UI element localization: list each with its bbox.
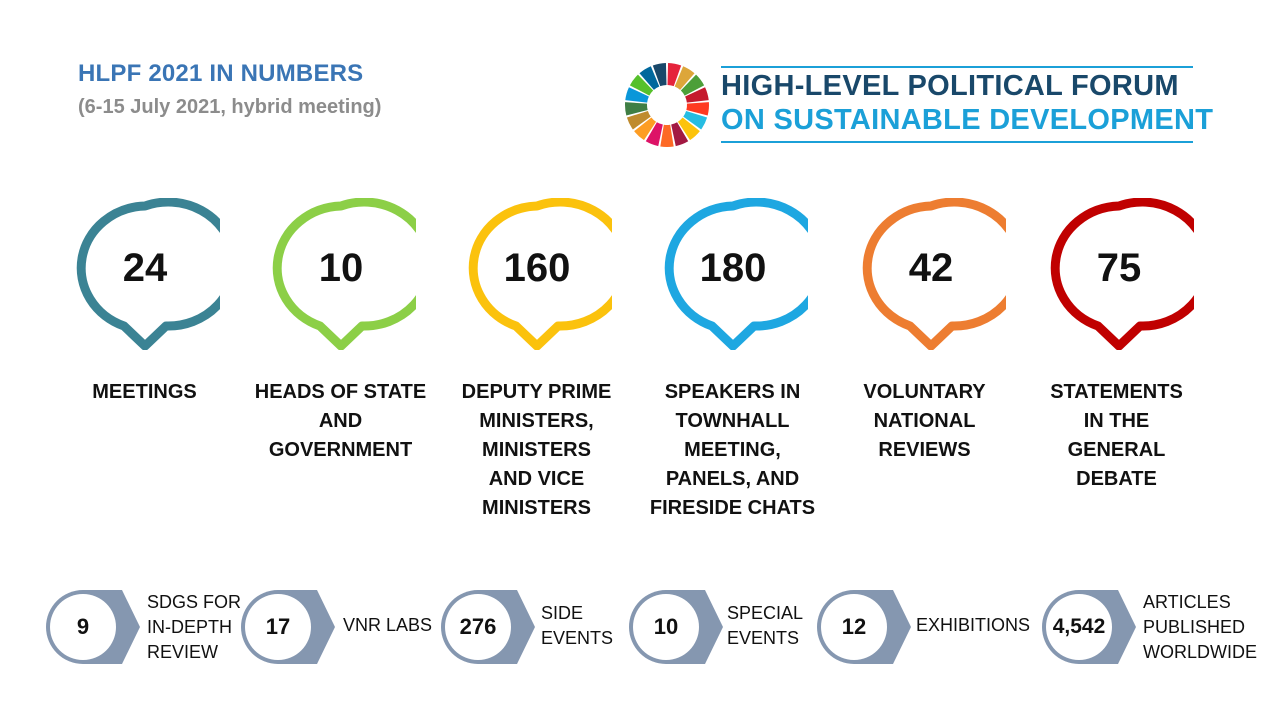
stat-label-articles: ARTICLES PUBLISHED WORLDWIDE: [1143, 590, 1257, 665]
highlight-label-vnr: VOLUNTARY NATIONAL REVIEWS: [837, 378, 1012, 465]
forum-rule-top: [721, 66, 1193, 68]
label-line: SIDE: [541, 603, 584, 623]
label-line: MINISTERS,: [479, 410, 594, 432]
page-title: HLPF 2021 IN NUMBERS: [78, 60, 364, 87]
page-subtitle: (6-15 July 2021, hybrid meeting): [78, 96, 382, 118]
label-line: MINISTERS: [482, 497, 591, 519]
label-line: AND: [318, 410, 363, 432]
label-line: EVENTS: [727, 628, 800, 648]
highlight-value: 160: [503, 245, 571, 290]
label-line: SPEAKERS IN: [664, 381, 801, 403]
label-line: TOWNHALL: [675, 410, 790, 432]
label-line: IN-DEPTH: [147, 617, 232, 637]
label-line: HEADS OF STATE: [254, 381, 427, 403]
highlight-statements-bubble: 75: [1044, 198, 1194, 350]
label-line: PUBLISHED: [1143, 617, 1246, 637]
stat-value: 4,542: [1052, 615, 1106, 638]
highlight-label-meetings: MEETINGS: [57, 378, 232, 407]
stat-value: 9: [76, 614, 90, 639]
forum-title-line1: HIGH-LEVEL POLITICAL FORUM: [721, 70, 1179, 102]
sdg-wheel-segment: [686, 102, 709, 116]
label-line: VOLUNTARY: [863, 381, 986, 403]
stat-label-vnr-labs: VNR LABS: [343, 613, 432, 638]
forum-title-line2: ON SUSTAINABLE DEVELOPMENT: [721, 104, 1214, 136]
label-line: EXHIBITIONS: [916, 615, 1031, 635]
sdg-wheel-segment: [625, 102, 648, 116]
sdg-wheel-segment: [625, 87, 649, 103]
highlight-value: 180: [699, 245, 767, 290]
stat-label-exhibitions: EXHIBITIONS: [916, 613, 1030, 638]
label-line: REVIEWS: [878, 439, 971, 461]
sdg-wheel-segment: [660, 124, 674, 147]
stat-special-events: 10: [625, 588, 725, 668]
sdg-wheel-segment: [677, 117, 700, 141]
sdg-wheel-segment: [671, 122, 689, 147]
highlight-value: 42: [908, 245, 954, 290]
label-line: WORLDWIDE: [1143, 642, 1257, 662]
highlight-meetings-bubble: 24: [70, 198, 220, 350]
sdg-wheel-segment: [652, 63, 667, 87]
label-line: MEETING,: [684, 439, 781, 461]
sdg-wheel-segment: [639, 66, 660, 90]
label-line: GOVERNMENT: [268, 439, 413, 461]
stat-label-side-events: SIDE EVENTS: [541, 601, 613, 651]
label-line: GENERAL: [1067, 439, 1166, 461]
sdg-wheel-icon: [625, 63, 709, 147]
sdg-wheel-segment: [667, 63, 682, 87]
sdg-wheel-segment: [629, 74, 654, 96]
stat-side-events: 276: [437, 588, 537, 668]
label-line: NATIONAL: [873, 410, 976, 432]
stat-exhibitions: 12: [813, 588, 913, 668]
stat-articles: 4,542: [1038, 588, 1138, 668]
stat-value: 10: [653, 614, 679, 639]
sdg-wheel-segment: [626, 110, 651, 130]
stat-label-special-events: SPECIAL EVENTS: [727, 601, 803, 651]
stat-sdgs-reviewed: 9: [42, 588, 142, 668]
label-line: MEETINGS: [92, 381, 197, 403]
label-line: EVENTS: [541, 628, 614, 648]
sdg-wheel-segment: [634, 117, 657, 141]
sdg-wheel-segment: [683, 110, 708, 130]
label-line: REVIEW: [147, 642, 219, 662]
highlight-label-heads-of-state: HEADS OF STATE AND GOVERNMENT: [253, 378, 428, 465]
highlight-label-ministers: DEPUTY PRIME MINISTERS, MINISTERS AND VI…: [449, 378, 624, 523]
highlight-value: 10: [318, 245, 364, 290]
stat-value: 276: [459, 614, 497, 639]
highlight-label-statements: STATEMENTS IN THE GENERAL DEBATE: [1029, 378, 1204, 494]
label-line: DEBATE: [1076, 468, 1157, 490]
highlight-ministers-bubble: 160: [462, 198, 612, 350]
stat-value: 17: [265, 614, 291, 639]
label-line: SPECIAL: [727, 603, 804, 623]
highlight-speakers-bubble: 180: [658, 198, 808, 350]
label-line: VNR LABS: [343, 615, 433, 635]
highlight-heads-of-state-bubble: 10: [266, 198, 416, 350]
sdg-wheel-segment: [674, 66, 695, 90]
stat-label-sdgs: SDGS FOR IN-DEPTH REVIEW: [147, 590, 241, 665]
sdg-wheel-segment: [645, 122, 663, 147]
highlight-label-speakers: SPEAKERS IN TOWNHALL MEETING, PANELS, AN…: [645, 378, 820, 523]
label-line: AND VICE: [488, 468, 585, 490]
highlight-value: 24: [122, 245, 168, 290]
label-line: STATEMENTS: [1050, 381, 1183, 403]
forum-rule-bottom: [721, 141, 1193, 143]
label-line: SDGS FOR: [147, 592, 242, 612]
label-line: FIRESIDE CHATS: [649, 497, 816, 519]
highlight-value: 75: [1096, 245, 1142, 290]
label-line: MINISTERS: [482, 439, 591, 461]
label-line: IN THE: [1083, 410, 1150, 432]
label-line: ARTICLES: [1143, 592, 1231, 612]
sdg-wheel-segment: [680, 74, 705, 96]
label-line: PANELS, AND: [665, 468, 800, 490]
stat-vnr-labs: 17: [237, 588, 337, 668]
sdg-wheel-segment: [685, 87, 709, 103]
label-line: DEPUTY PRIME: [461, 381, 612, 403]
stat-value: 12: [841, 614, 867, 639]
highlight-vnr-bubble: 42: [856, 198, 1006, 350]
